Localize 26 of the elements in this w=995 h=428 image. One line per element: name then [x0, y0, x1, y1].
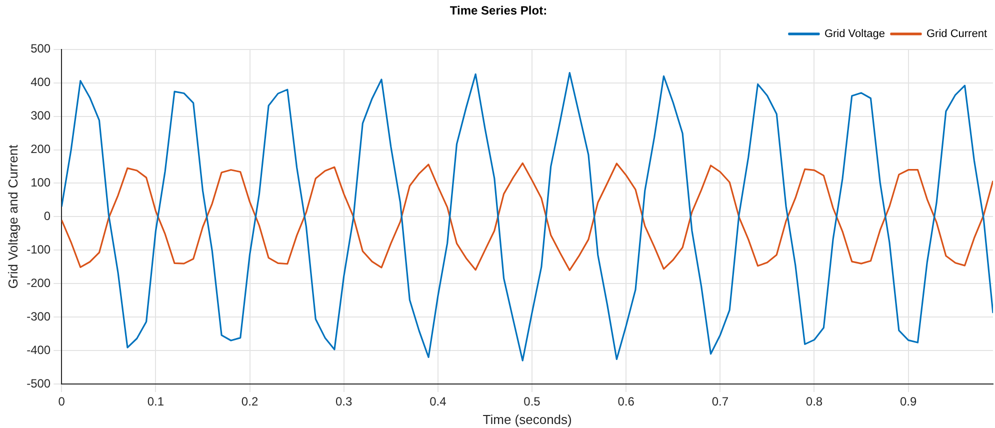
- x-tick-label: 0.5: [524, 394, 541, 409]
- y-axis-title: Grid Voltage and Current: [5, 144, 20, 289]
- x-tick-label: 0.7: [712, 394, 729, 409]
- y-tick-label: 400: [30, 75, 51, 90]
- x-tick-label: 0.4: [430, 394, 447, 409]
- y-tick-label: 500: [30, 42, 51, 56]
- y-tick-label: -100: [26, 242, 51, 256]
- y-tick-label: 200: [30, 142, 51, 156]
- x-tick-label: 0.9: [900, 394, 917, 409]
- x-tick-label: 0.3: [336, 394, 353, 409]
- y-tick-label: 100: [30, 176, 51, 190]
- legend-label: Grid Current: [926, 28, 988, 40]
- y-tick-label: 300: [30, 108, 51, 123]
- x-tick-label: 0.6: [618, 394, 635, 409]
- legend-label: Grid Voltage: [824, 28, 885, 40]
- x-axis-title: Time (seconds): [482, 412, 572, 427]
- y-tick-label: 0: [44, 209, 51, 224]
- x-tick-label: 0: [58, 394, 66, 409]
- y-tick-label: -400: [26, 342, 51, 357]
- chart-title: Time Series Plot:: [450, 4, 548, 18]
- x-tick-label: 0.1: [147, 394, 164, 409]
- x-tick-label: 0.2: [241, 394, 258, 409]
- y-tick-label: -500: [26, 376, 51, 390]
- x-tick-label: 0.8: [806, 394, 823, 409]
- y-tick-label: -300: [26, 309, 51, 324]
- y-tick-label: -200: [26, 276, 51, 290]
